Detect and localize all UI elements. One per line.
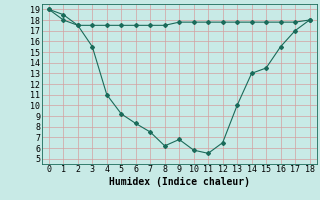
X-axis label: Humidex (Indice chaleur): Humidex (Indice chaleur): [109, 177, 250, 187]
